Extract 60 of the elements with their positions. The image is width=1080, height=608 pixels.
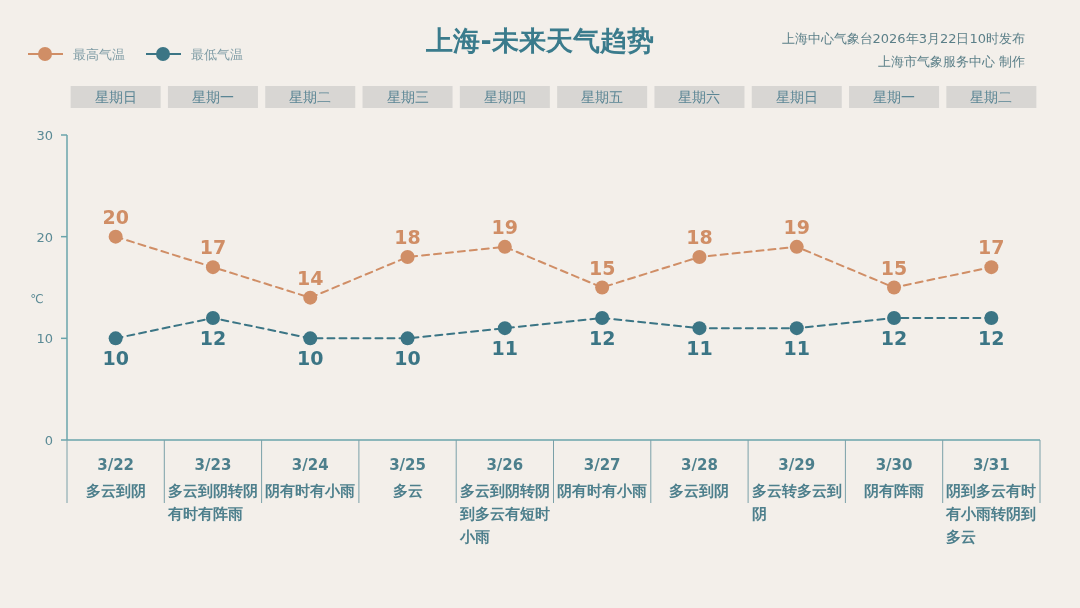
x-tick-label: 3/28 [681,456,718,474]
data-label: 19 [783,215,810,238]
text: 多云转多云到阴 [751,481,842,525]
text: 多云到阴转阴有时有阵雨 [167,481,258,525]
y-axis-title: ℃ [30,292,44,306]
data-label: 10 [297,347,324,370]
y-tick-label: 20 [36,229,53,245]
text: 星期二 [289,89,332,105]
text: 星期一 [873,89,916,105]
text: 星期二 [970,89,1013,105]
data-label: 17 [199,236,227,259]
data-label: 12 [880,327,908,349]
legend-label: 最低气温 [191,47,243,62]
data-label: 17 [978,236,1005,259]
text: 阴有时有小雨 [557,481,648,502]
text: 阴到多云有时有小雨转阴到多云 [946,481,1037,548]
text: 星期日 [775,89,818,105]
text: 多云到阴转阴到多云有短时小雨 [459,481,550,548]
data-label: 18 [686,226,713,248]
data-label: 11 [686,337,713,360]
text: 星期一 [191,89,234,105]
data-label: 12 [978,327,1005,349]
data-label: 18 [394,226,421,248]
text: 阴有阵雨 [864,481,925,502]
data-label: 11 [491,337,519,360]
text: 上海中心气象台2026年3月22日10时发布 [781,31,1025,46]
text: 星期五 [581,89,624,105]
x-tick-label: 3/30 [875,456,913,474]
data-label: 19 [491,215,519,238]
x-tick-label: 3/25 [389,456,426,474]
y-tick-label: 0 [44,433,53,448]
x-tick-label: 3/29 [778,456,816,474]
data-label: 14 [297,266,324,289]
data-label: 15 [588,256,616,279]
data-label: 15 [880,256,908,279]
y-tick-label: 10 [36,331,53,347]
text: 上海市气象服务中心 制作 [877,54,1025,69]
x-tick-label: 3/26 [486,456,524,474]
text: 多云到阴 [669,481,730,502]
data-label: 10 [102,347,129,370]
chart-title: 上海-未来天气趋势 [425,25,654,56]
text: 多云到阴 [85,481,146,502]
text: 星期日 [94,89,137,105]
x-tick-label: 3/27 [583,456,621,474]
text: 星期四 [483,89,526,105]
x-tick-label: 3/31 [972,456,1010,474]
data-label: 12 [199,327,227,349]
data-label: 20 [102,205,129,228]
data-label: 12 [588,327,616,349]
x-tick-label: 3/23 [194,456,232,474]
text: 阴有时有小雨 [265,481,356,502]
text: 多云 [392,481,423,502]
x-tick-label: 3/22 [97,456,135,474]
data-label: 11 [783,337,810,360]
legend-label: 最高气温 [73,47,125,62]
data-label: 10 [394,347,421,370]
text: 星期三 [386,89,429,105]
x-tick-label: 3/24 [291,456,329,474]
y-tick-label: 30 [36,128,53,143]
text: 星期六 [678,89,721,105]
